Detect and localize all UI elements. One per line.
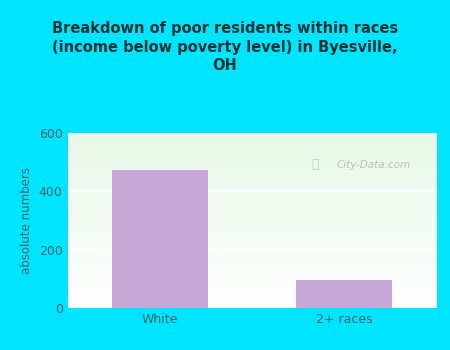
- Y-axis label: absolute numbers: absolute numbers: [20, 167, 33, 274]
- Text: City-Data.com: City-Data.com: [337, 160, 411, 169]
- Text: ⓘ: ⓘ: [311, 158, 319, 171]
- Bar: [296, 280, 392, 308]
- Text: Breakdown of poor residents within races
(income below poverty level) in Byesvil: Breakdown of poor residents within races…: [52, 21, 398, 73]
- Bar: [112, 170, 208, 308]
